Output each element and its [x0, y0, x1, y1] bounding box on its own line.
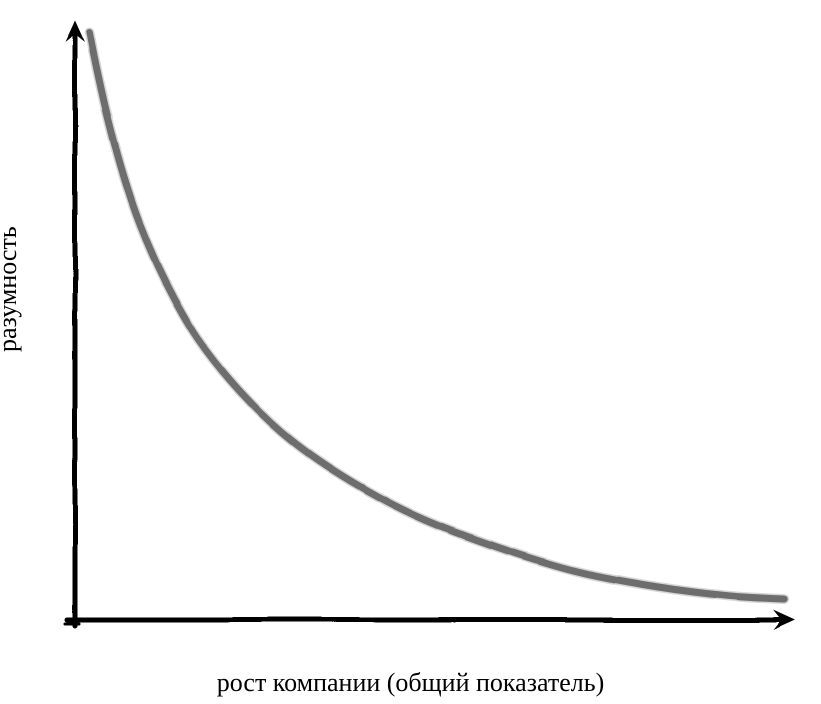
- x-axis-label: рост компании (общий показатель): [0, 668, 821, 698]
- chart-background: [0, 0, 821, 704]
- sketch-chart: разумность рост компании (общий показате…: [0, 0, 821, 704]
- chart-canvas: [0, 0, 821, 704]
- y-axis-label: разумность: [0, 226, 23, 352]
